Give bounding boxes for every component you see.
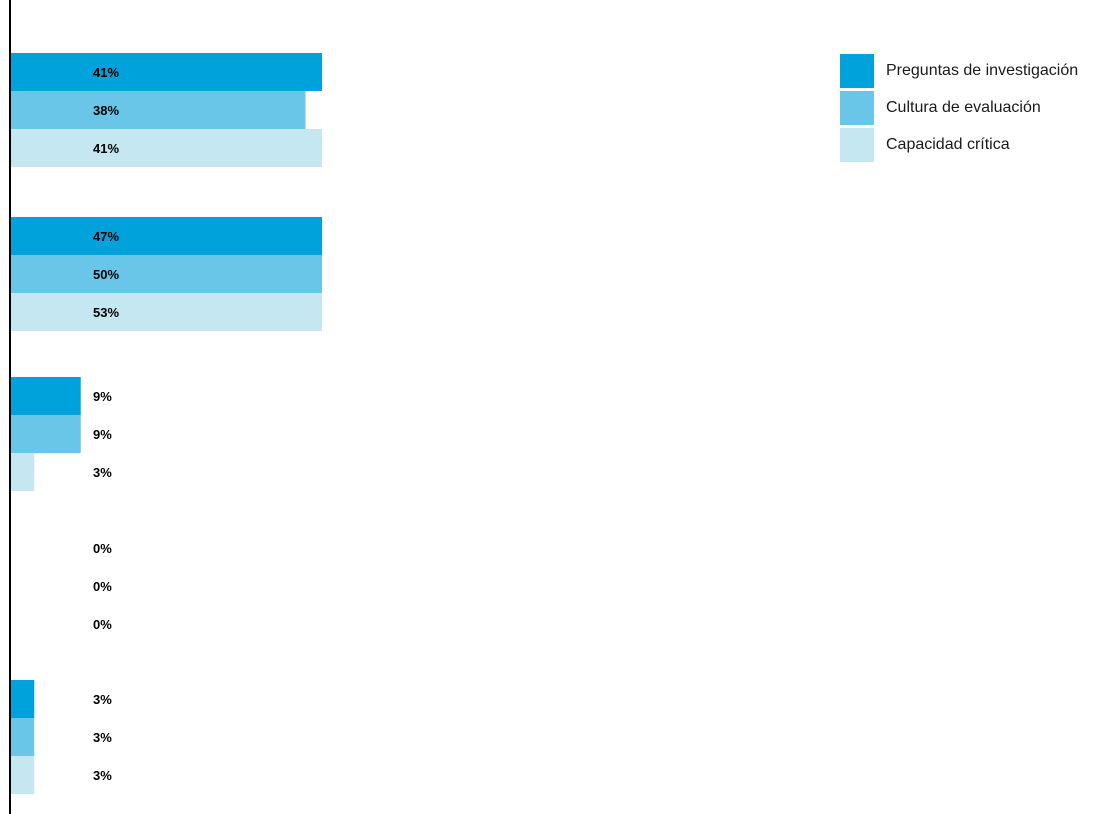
bar-label-g4-s2: 3% <box>93 768 112 783</box>
bar-g2-s0 <box>11 377 81 415</box>
legend-item-1: Cultura de evaluación <box>840 91 1078 125</box>
legend-swatch-0 <box>840 54 874 88</box>
bar-label-g2-s2: 3% <box>93 465 112 480</box>
legend: Preguntas de investigación Cultura de ev… <box>840 54 1078 165</box>
bar-label-g0-s2: 41% <box>93 141 119 156</box>
bar-g1-s1 <box>11 255 322 293</box>
legend-label-0: Preguntas de investigación <box>886 62 1079 79</box>
legend-label-1: Cultura de evaluación <box>886 99 1041 116</box>
labels-group: 41% 38% 41% 47% 50% 53% 9% 9% 3% 0% 0% 0% 3% 3% 3% <box>93 65 119 783</box>
bar-label-g1-s2: 53% <box>93 305 119 320</box>
bar-g0-s2 <box>11 129 322 167</box>
legend-item-0: Preguntas de investigación <box>840 54 1078 88</box>
bar-label-g3-s0: 0% <box>93 541 112 556</box>
bar-label-g0-s0: 41% <box>93 65 119 80</box>
bar-label-g1-s0: 47% <box>93 229 119 244</box>
bar-label-g2-s0: 9% <box>93 389 112 404</box>
bar-g4-s0 <box>11 680 35 718</box>
bar-label-g4-s0: 3% <box>93 692 112 707</box>
bar-g0-s1 <box>11 91 306 129</box>
bar-g0-s0 <box>11 53 322 91</box>
bar-g4-s1 <box>11 718 35 756</box>
bar-label-g1-s1: 50% <box>93 267 119 282</box>
legend-item-2: Capacidad crítica <box>840 128 1078 162</box>
legend-label-2: Capacidad crítica <box>886 136 1010 153</box>
bar-g2-s2 <box>11 453 35 491</box>
bar-g4-s2 <box>11 756 35 794</box>
bar-g1-s0 <box>11 217 322 255</box>
bar-label-g3-s2: 0% <box>93 617 112 632</box>
bar-label-g2-s1: 9% <box>93 427 112 442</box>
bar-label-g0-s1: 38% <box>93 103 119 118</box>
bar-g1-s2 <box>11 293 322 331</box>
bar-label-g3-s1: 0% <box>93 579 112 594</box>
legend-swatch-2 <box>840 128 874 162</box>
bars-group <box>11 53 322 794</box>
legend-swatch-1 <box>840 91 874 125</box>
bar-label-g4-s1: 3% <box>93 730 112 745</box>
bar-g2-s1 <box>11 415 81 453</box>
